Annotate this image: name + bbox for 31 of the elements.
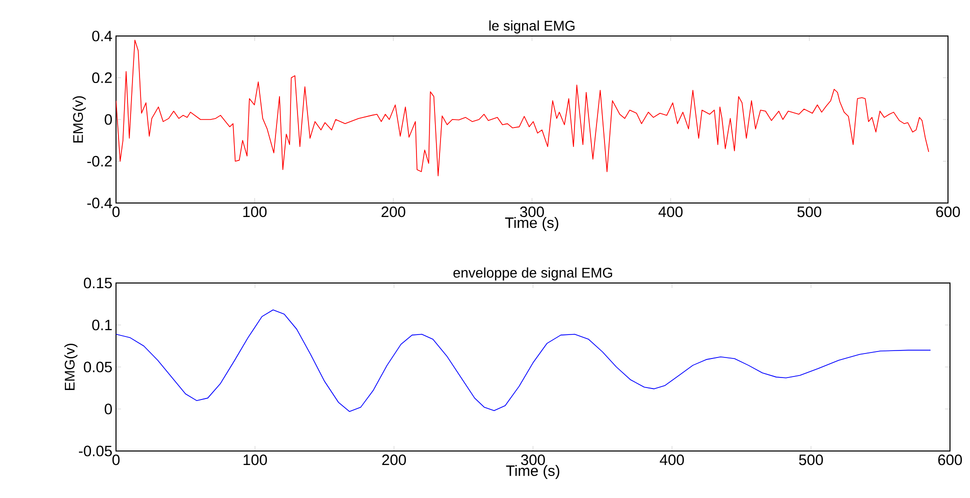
x-axis-title: Time (s) — [505, 217, 558, 231]
x-tick-label: 400 — [660, 454, 684, 466]
x-tick-label: 0 — [112, 206, 120, 218]
x-tick-label: 200 — [382, 206, 406, 218]
y-tick-label: 0 — [104, 114, 112, 125]
y-axis-title: EMG(v) — [72, 96, 86, 142]
x-tick-label: 300 — [521, 454, 545, 466]
line-series — [116, 40, 930, 176]
x-tick-label: 100 — [244, 454, 267, 466]
y-tick-label: -0.4 — [87, 198, 112, 208]
x-tick-label: 100 — [243, 206, 267, 218]
x-tick-label: 200 — [382, 454, 406, 466]
y-tick-label: 0.05 — [84, 362, 112, 372]
x-tick-label: 500 — [799, 454, 823, 466]
x-tick-label: 600 — [936, 206, 960, 218]
chart-title: le signal EMG — [489, 20, 575, 34]
x-tick-label: 300 — [520, 206, 544, 218]
y-tick-label: -0.2 — [87, 156, 112, 167]
x-tick-label: 600 — [938, 454, 962, 466]
chart-title: enveloppe de signal EMG — [453, 267, 612, 280]
y-tick-label: 0.15 — [84, 278, 112, 288]
y-tick-label: 0.4 — [92, 30, 112, 42]
x-tick-label: 500 — [797, 206, 822, 218]
x-tick-label: 0 — [112, 454, 120, 466]
x-axis-title: Time (s) — [506, 465, 560, 479]
x-tick-label: 400 — [658, 206, 683, 218]
y-tick-label: 0.2 — [92, 72, 112, 84]
y-tick-label: -0.05 — [78, 446, 112, 456]
y-axis-title: EMG(v) — [64, 344, 78, 390]
y-tick-label: 0.1 — [92, 320, 112, 330]
y-tick-label: 0 — [104, 404, 112, 414]
